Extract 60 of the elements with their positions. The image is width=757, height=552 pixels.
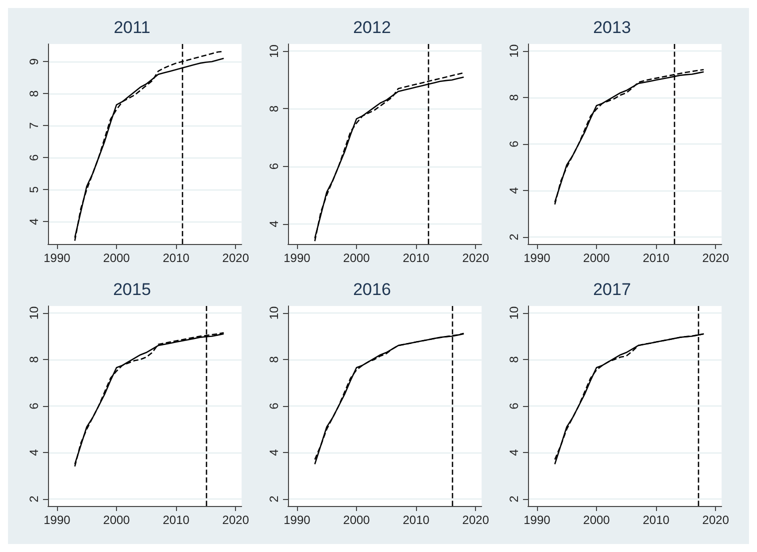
chart-title: 2013 xyxy=(593,18,631,37)
x-tick-label: 2010 xyxy=(162,513,190,527)
y-tick-label: 6 xyxy=(267,402,281,410)
chart-title: 2017 xyxy=(593,280,631,299)
y-tick-label: 8 xyxy=(267,105,281,112)
x-tick-label: 2010 xyxy=(402,251,430,265)
y-tick-label: 6 xyxy=(507,402,521,410)
y-tick-label: 4 xyxy=(267,220,281,228)
x-tick-label: 2020 xyxy=(222,251,250,265)
y-tick-label: 10 xyxy=(267,306,281,320)
x-tick-label: 2000 xyxy=(583,251,610,265)
x-tick-label: 2010 xyxy=(402,513,430,527)
x-tick-label: 2020 xyxy=(702,513,730,527)
x-tick-label: 2000 xyxy=(343,251,370,265)
y-tick-label: 8 xyxy=(507,94,521,101)
y-tick-label: 8 xyxy=(27,356,41,363)
y-tick-label: 4 xyxy=(507,448,521,456)
y-tick-label: 2 xyxy=(27,495,41,502)
x-tick-label: 1990 xyxy=(284,251,311,265)
x-tick-label: 2000 xyxy=(583,513,610,527)
x-tick-label: 1990 xyxy=(524,251,551,265)
x-tick-label: 2000 xyxy=(343,513,370,527)
x-tick-label: 1990 xyxy=(44,513,71,527)
y-tick-label: 10 xyxy=(507,306,521,320)
x-tick-label: 2020 xyxy=(702,251,730,265)
y-tick-label: 7 xyxy=(27,122,41,129)
chart-title: 2016 xyxy=(353,280,391,299)
y-tick-label: 4 xyxy=(267,448,281,456)
x-tick-label: 1990 xyxy=(524,513,551,527)
y-tick-label: 4 xyxy=(27,448,41,456)
y-tick-label: 2 xyxy=(507,495,521,502)
y-tick-label: 10 xyxy=(27,306,41,320)
x-tick-label: 2020 xyxy=(222,513,250,527)
chart-title: 2011 xyxy=(114,18,150,37)
x-tick-label: 2010 xyxy=(642,251,670,265)
y-tick-label: 4 xyxy=(507,186,521,194)
y-tick-label: 4 xyxy=(27,218,41,225)
y-tick-label: 10 xyxy=(267,44,281,58)
y-tick-label: 6 xyxy=(507,140,521,148)
y-tick-label: 2 xyxy=(507,233,521,240)
y-tick-label: 6 xyxy=(267,162,281,170)
x-tick-label: 1990 xyxy=(284,513,311,527)
y-tick-label: 10 xyxy=(507,44,521,58)
y-tick-label: 8 xyxy=(267,356,281,363)
x-tick-label: 2020 xyxy=(462,513,490,527)
x-tick-label: 2010 xyxy=(162,251,190,265)
x-tick-label: 1990 xyxy=(44,251,71,265)
x-tick-label: 2020 xyxy=(462,251,490,265)
x-tick-label: 2000 xyxy=(103,251,130,265)
y-tick-label: 2 xyxy=(267,495,281,502)
x-tick-label: 2010 xyxy=(642,513,670,527)
y-tick-label: 6 xyxy=(27,154,41,161)
y-tick-label: 5 xyxy=(27,186,41,193)
x-tick-label: 2000 xyxy=(103,513,130,527)
chart-title: 2015 xyxy=(113,280,151,299)
y-tick-label: 9 xyxy=(27,58,41,65)
y-tick-label: 6 xyxy=(27,402,41,410)
y-tick-label: 8 xyxy=(507,356,521,363)
chart-title: 2012 xyxy=(353,18,391,37)
y-tick-label: 8 xyxy=(27,90,41,97)
